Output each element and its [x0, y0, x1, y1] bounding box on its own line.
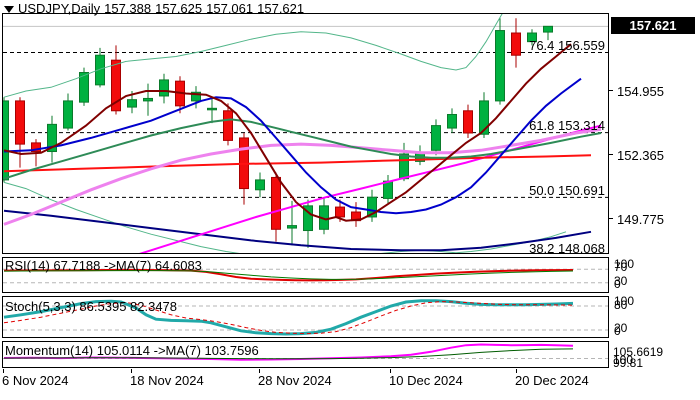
- stoch-scale-label: 20: [614, 321, 628, 335]
- ma-violet: [3, 127, 602, 226]
- stoch-scale-label: 0: [614, 324, 621, 338]
- bollinger-upper: [3, 14, 503, 98]
- symbol-dropdown-icon[interactable]: [4, 6, 14, 14]
- ohlc-low: 157.061: [206, 1, 254, 16]
- rsi-signal: [3, 270, 574, 280]
- date-tick: [516, 369, 517, 373]
- date-label: 28 Nov 2024: [258, 373, 332, 388]
- price-axis-tick: [608, 218, 613, 219]
- rsi-label: RSI(14) 67.7188 ->MA(7) 64.6083: [5, 258, 202, 273]
- date-tick: [259, 369, 260, 373]
- bollinger-lower: [3, 181, 567, 253]
- ma-navy: [3, 209, 592, 252]
- main-chart-area[interactable]: [2, 13, 609, 254]
- chart-title: USDJPY,Daily 157.388 157.625 157.061 157.621: [4, 1, 308, 16]
- price-axis-label: 154.955: [617, 84, 664, 99]
- fib-label-76.4: 76.4 156.559: [529, 38, 605, 53]
- price-axis-tick: [608, 90, 613, 91]
- momentum-label: Momentum(14) 105.0114 ->MA(7) 103.7596: [5, 343, 259, 358]
- price-axis-label: 152.365: [617, 148, 664, 163]
- rsi-panel[interactable]: [2, 257, 609, 293]
- momentum-svg: [3, 343, 608, 361]
- rsi-svg: [3, 268, 608, 284]
- ma-magenta: [139, 124, 602, 253]
- ma-maroon: [3, 43, 572, 222]
- price-axis-tick: [608, 154, 613, 155]
- date-label: 20 Dec 2024: [515, 373, 589, 388]
- fib-label-50.0: 50.0 150.691: [529, 183, 605, 198]
- stochastic-panel[interactable]: [2, 296, 609, 338]
- momentum-scale-label: 100: [613, 353, 634, 367]
- rsi-scale-label: 30: [614, 274, 628, 288]
- current-price-badge: 157.621: [611, 17, 695, 34]
- date-label: 6 Nov 2024: [2, 373, 69, 388]
- date-label: 18 Nov 2024: [130, 373, 204, 388]
- ohlc-open: 157.388: [104, 1, 152, 16]
- momentum-scale-label: 105.6619: [613, 345, 664, 359]
- date-label: 10 Dec 2024: [389, 373, 463, 388]
- ohlc-high: 157.625: [155, 1, 203, 16]
- rsi-scale-label: 100: [614, 257, 635, 271]
- momentum-panel[interactable]: [2, 341, 609, 368]
- ohlc-close: 157.621: [257, 1, 305, 16]
- stochastic-label: Stoch(5,3,3) 86.5395 82.3478: [5, 299, 178, 314]
- stoch-scale-label: 100: [614, 294, 635, 308]
- stoch-scale-label: 80: [614, 298, 628, 312]
- momentum-signal: [3, 348, 574, 360]
- stochastic-svg: [3, 299, 608, 336]
- price-axis-label: 149.775: [617, 212, 664, 227]
- date-tick: [3, 369, 4, 373]
- rsi-scale-label: 70: [614, 260, 628, 274]
- stoch-main: [3, 299, 574, 336]
- momentum-scale-label: 99.81: [613, 356, 644, 370]
- ma-red-flat: [3, 154, 592, 173]
- date-tick: [390, 369, 391, 373]
- rsi-scale-label: 0: [614, 277, 621, 291]
- date-tick: [131, 369, 132, 373]
- fib-label-61.8: 61.8 153.314: [529, 118, 605, 133]
- symbol-label: USDJPY,Daily: [18, 1, 101, 16]
- ma-blue: [3, 77, 582, 215]
- fib-label-38.2: 38.2 148.068: [529, 241, 605, 256]
- main-chart-svg: [3, 14, 608, 253]
